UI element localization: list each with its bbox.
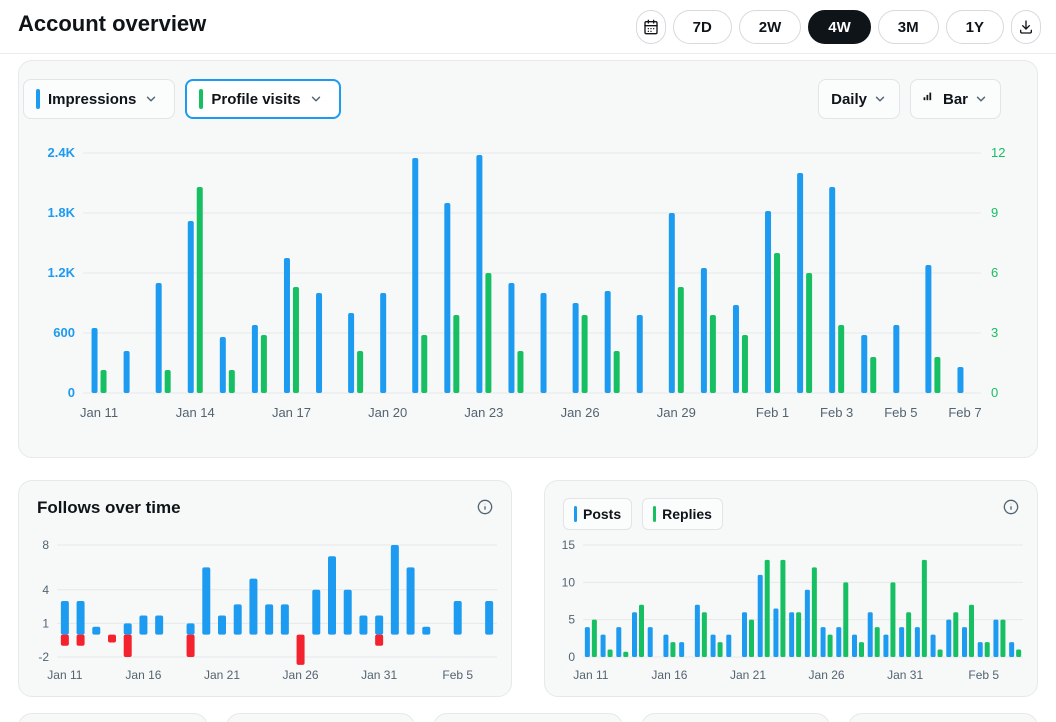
svg-text:10: 10: [562, 575, 576, 589]
svg-text:Jan 16: Jan 16: [651, 668, 687, 682]
svg-text:Feb 1: Feb 1: [756, 405, 789, 420]
svg-text:6: 6: [991, 265, 998, 280]
svg-text:Jan 31: Jan 31: [887, 668, 923, 682]
svg-text:Jan 11: Jan 11: [573, 668, 608, 682]
svg-text:Jan 11: Jan 11: [80, 405, 118, 420]
svg-text:Jan 17: Jan 17: [272, 405, 311, 420]
svg-text:0: 0: [68, 385, 75, 400]
svg-text:Feb 5: Feb 5: [884, 405, 917, 420]
svg-text:Jan 14: Jan 14: [176, 405, 215, 420]
svg-text:Jan 21: Jan 21: [204, 668, 240, 682]
svg-text:Feb 7: Feb 7: [948, 405, 981, 420]
svg-text:Jan 21: Jan 21: [730, 668, 766, 682]
svg-text:Jan 20: Jan 20: [368, 405, 407, 420]
svg-text:Jan 26: Jan 26: [283, 668, 319, 682]
svg-text:Feb 5: Feb 5: [968, 668, 999, 682]
svg-text:2.4K: 2.4K: [48, 145, 76, 160]
svg-text:Jan 26: Jan 26: [561, 405, 600, 420]
svg-text:0: 0: [568, 650, 575, 664]
svg-text:9: 9: [991, 205, 998, 220]
svg-text:15: 15: [562, 538, 576, 552]
svg-text:Feb 5: Feb 5: [442, 668, 473, 682]
svg-text:600: 600: [53, 325, 75, 340]
svg-text:8: 8: [42, 538, 49, 552]
svg-text:Jan 11: Jan 11: [47, 668, 82, 682]
svg-text:1.8K: 1.8K: [48, 205, 76, 220]
svg-text:Jan 16: Jan 16: [125, 668, 161, 682]
svg-text:0: 0: [991, 385, 998, 400]
svg-text:4: 4: [42, 583, 49, 597]
svg-text:Jan 29: Jan 29: [657, 405, 696, 420]
svg-text:-2: -2: [38, 650, 49, 664]
svg-text:5: 5: [568, 613, 575, 627]
svg-text:3: 3: [991, 325, 998, 340]
svg-text:1.2K: 1.2K: [48, 265, 76, 280]
svg-text:Jan 23: Jan 23: [464, 405, 503, 420]
svg-text:12: 12: [991, 145, 1005, 160]
svg-text:Feb 3: Feb 3: [820, 405, 853, 420]
svg-text:Jan 26: Jan 26: [809, 668, 845, 682]
svg-text:Jan 31: Jan 31: [361, 668, 397, 682]
svg-text:1: 1: [42, 616, 49, 630]
